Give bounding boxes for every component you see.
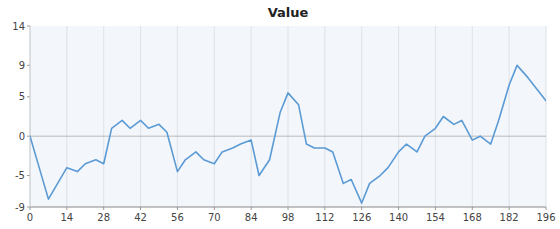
tick-label: 98 — [282, 212, 295, 223]
tick-label: 140 — [389, 212, 408, 223]
tick-label: 14 — [60, 212, 73, 223]
tick-label: 42 — [134, 212, 147, 223]
tick-label: 56 — [171, 212, 184, 223]
tick-label: 196 — [536, 212, 555, 223]
grid-line — [177, 26, 178, 207]
tick-label: 168 — [463, 212, 482, 223]
grid-line — [361, 26, 362, 207]
tick-label: -5 — [15, 170, 25, 181]
tick-label: 182 — [500, 212, 519, 223]
grid-line — [435, 26, 436, 207]
grid-line — [472, 26, 473, 207]
title: Value — [268, 5, 309, 20]
y-axis-line — [30, 26, 31, 207]
tick-label: 28 — [97, 212, 110, 223]
line — [30, 65, 546, 203]
chart: 014284256708498112126140154168182196-9-5… — [0, 0, 560, 229]
series-group — [30, 65, 546, 203]
grid-line — [546, 26, 547, 207]
grid-line — [324, 26, 325, 207]
grid-line — [398, 26, 399, 207]
tick-label: 9 — [19, 60, 25, 71]
tick-label: 0 — [27, 212, 33, 223]
plot-background — [30, 26, 546, 207]
tick-label: 70 — [208, 212, 221, 223]
grid-line — [103, 26, 104, 207]
tick-label: 14 — [12, 21, 25, 32]
grid-line — [509, 26, 510, 207]
x-axis-line — [30, 207, 546, 208]
tick-label: 112 — [315, 212, 334, 223]
tick-label: 84 — [245, 212, 258, 223]
tick-label: 154 — [426, 212, 445, 223]
tick-label: 0 — [19, 131, 25, 142]
zero-line — [30, 136, 546, 137]
tick-label: 5 — [19, 91, 25, 102]
tick-label: 126 — [352, 212, 371, 223]
grid-line — [30, 26, 31, 207]
grid-line — [66, 26, 67, 207]
tick-label: -9 — [15, 202, 25, 213]
grid-line — [251, 26, 252, 207]
grid-line — [140, 26, 141, 207]
grid-line — [214, 26, 215, 207]
grid-line — [288, 26, 289, 207]
